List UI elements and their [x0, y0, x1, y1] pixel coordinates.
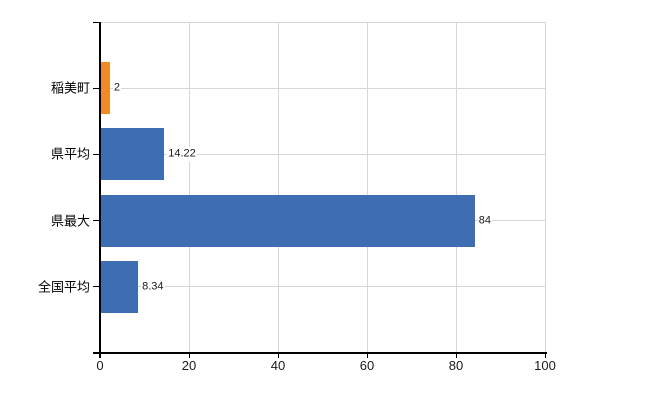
- y-axis: [99, 22, 101, 358]
- bar-value-label: 8.34: [141, 280, 165, 294]
- x-axis-tick: [99, 354, 101, 358]
- gridline-horizontal: [100, 87, 545, 89]
- bar: [101, 260, 139, 313]
- bar: [101, 62, 110, 115]
- bar: [101, 194, 475, 247]
- gridline-vertical: [544, 22, 546, 353]
- x-tick-label: 80: [448, 358, 464, 373]
- gridline-vertical: [366, 22, 368, 353]
- x-tick-label: 40: [270, 358, 286, 373]
- category-label: 県最大: [50, 213, 90, 229]
- category-label: 稲美町: [50, 80, 90, 96]
- gridline-horizontal: [100, 153, 545, 155]
- gridline-horizontal: [100, 286, 545, 288]
- x-axis-tick: [277, 354, 279, 358]
- x-tick-label: 100: [534, 358, 556, 373]
- gridline-vertical: [188, 22, 190, 353]
- plot-border-top: [100, 22, 545, 23]
- bar-value-label: 2: [112, 81, 122, 95]
- gridline-vertical: [277, 22, 279, 353]
- x-tick-label: 20: [181, 358, 197, 373]
- x-axis: [93, 352, 547, 354]
- bar-value-label: 14.22: [167, 147, 197, 161]
- x-axis-tick: [366, 354, 368, 358]
- bar: [101, 128, 165, 181]
- bar-value-label: 84: [477, 214, 493, 228]
- y-axis-tick: [93, 153, 100, 155]
- y-axis-tick: [93, 220, 100, 222]
- y-axis-tick: [93, 286, 100, 288]
- category-label: 全国平均: [37, 279, 90, 295]
- y-axis-end-tick: [93, 21, 100, 23]
- y-axis-tick: [93, 87, 100, 89]
- x-axis-tick: [455, 354, 457, 358]
- x-tick-label: 60: [359, 358, 375, 373]
- gridline-vertical: [455, 22, 457, 353]
- x-tick-label: 0: [96, 358, 104, 373]
- x-axis-tick: [188, 354, 190, 358]
- x-axis-tick: [544, 354, 546, 358]
- category-label: 県平均: [50, 146, 90, 162]
